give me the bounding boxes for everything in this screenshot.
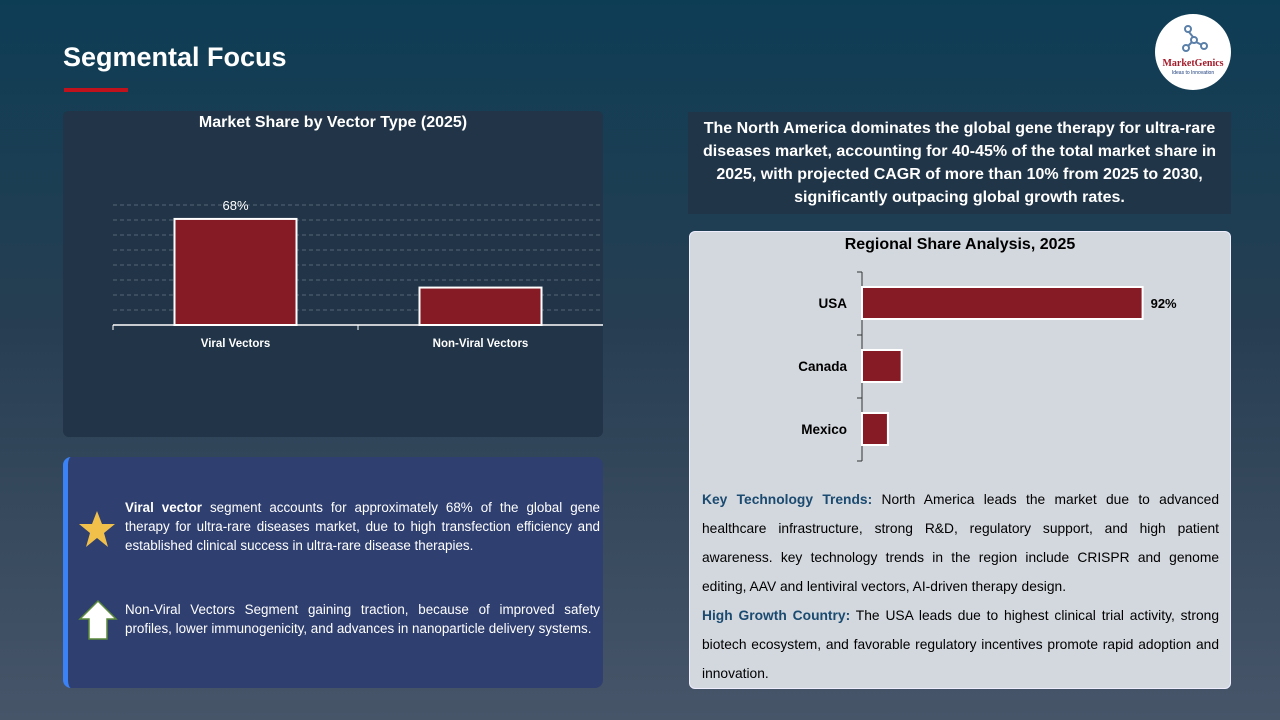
bar-canada bbox=[861, 349, 903, 383]
arrow-up-icon bbox=[78, 599, 118, 640]
chart-title: Regional Share Analysis, 2025 bbox=[844, 236, 1076, 253]
regional-chart: USA 92% Canada Mexico bbox=[798, 271, 1177, 462]
data-label: 68% bbox=[222, 198, 248, 213]
trends-label: Key Technology Trends: bbox=[702, 492, 873, 507]
bar-mexico bbox=[861, 412, 889, 446]
logo-name: MarketGenics bbox=[1162, 58, 1224, 69]
y-tick-label: Canada bbox=[798, 359, 847, 374]
bar-viral-vectors bbox=[173, 217, 298, 326]
chart-title: Market Share by Vector Type (2025) bbox=[198, 114, 468, 131]
north-america-callout: The North America dominates the global g… bbox=[688, 112, 1231, 214]
segment-bold: Viral vector bbox=[125, 500, 202, 515]
growth-body: The USA leads due to highest clinical tr… bbox=[702, 608, 1219, 681]
x-tick-label: Non-Viral Vectors bbox=[433, 338, 529, 350]
trends-body: North America leads the market due to ad… bbox=[702, 492, 1220, 594]
logo-tagline: Ideas to Innovation bbox=[1171, 70, 1215, 76]
segment-note-nonviral: Non-Viral Vectors Segment gaining tracti… bbox=[125, 602, 600, 636]
title-underline bbox=[64, 88, 128, 92]
y-tick-label: USA bbox=[818, 296, 847, 311]
bar-non-viral-vectors bbox=[418, 286, 543, 326]
page-title: Segmental Focus bbox=[63, 42, 287, 72]
segment-notes-panel: Viral vector segment accounts for approx… bbox=[63, 457, 603, 688]
y-tick-label: Mexico bbox=[801, 422, 847, 437]
star-icon bbox=[79, 511, 115, 547]
regional-panel: Regional Share Analysis, 2025 USA 92% Cana… bbox=[689, 231, 1231, 689]
logo: MarketGenics Ideas to Innovation bbox=[1155, 14, 1231, 90]
x-tick-label: Viral Vectors bbox=[201, 338, 270, 350]
vector-chart: Viral Vectors 68% Non-Viral Vectors bbox=[112, 198, 603, 350]
segment-text: segment accounts for approximately 68% o… bbox=[125, 500, 600, 553]
data-label: 92% bbox=[1151, 296, 1177, 311]
bar-usa bbox=[861, 286, 1144, 320]
segment-note-viral: Viral vector segment accounts for approx… bbox=[125, 498, 600, 555]
molecule-icon bbox=[1182, 25, 1208, 52]
trends-text: Key Technology Trends: North America lea… bbox=[702, 485, 1219, 688]
growth-label: High Growth Country: bbox=[702, 608, 851, 623]
vector-chart-panel: Market Share by Vector Type (2025) Viral… bbox=[63, 111, 603, 437]
